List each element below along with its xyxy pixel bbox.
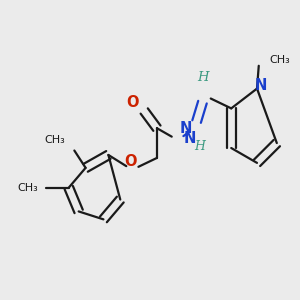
Text: CH₃: CH₃: [269, 55, 290, 65]
Text: N: N: [183, 130, 196, 146]
Text: H: H: [194, 140, 205, 152]
Text: N: N: [179, 121, 192, 136]
Text: N: N: [255, 78, 267, 93]
Text: CH₃: CH₃: [17, 183, 38, 193]
Text: H: H: [197, 71, 208, 84]
Text: O: O: [124, 154, 136, 169]
Text: CH₃: CH₃: [44, 135, 65, 145]
Text: O: O: [126, 95, 138, 110]
